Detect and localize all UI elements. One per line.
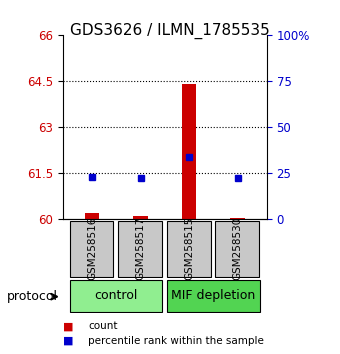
Text: count: count	[88, 321, 118, 331]
Bar	[85, 213, 99, 219]
FancyBboxPatch shape	[118, 221, 162, 277]
Bar	[231, 218, 245, 219]
FancyBboxPatch shape	[216, 221, 259, 277]
Text: GDS3626 / ILMN_1785535: GDS3626 / ILMN_1785535	[70, 23, 270, 39]
Text: percentile rank within the sample: percentile rank within the sample	[88, 336, 264, 346]
Text: control: control	[95, 290, 138, 302]
FancyBboxPatch shape	[70, 221, 114, 277]
Text: GSM258516: GSM258516	[87, 216, 97, 280]
Text: GSM258517: GSM258517	[136, 216, 146, 280]
Text: protocol: protocol	[7, 290, 58, 303]
Text: MIF depletion: MIF depletion	[171, 290, 256, 302]
Text: GSM258530: GSM258530	[233, 216, 243, 280]
Text: ■: ■	[63, 321, 73, 331]
Bar	[133, 216, 148, 219]
FancyBboxPatch shape	[70, 280, 163, 312]
FancyBboxPatch shape	[167, 221, 210, 277]
FancyBboxPatch shape	[167, 280, 260, 312]
Text: GSM258515: GSM258515	[184, 216, 194, 280]
Bar	[182, 85, 197, 219]
Text: ■: ■	[63, 336, 73, 346]
